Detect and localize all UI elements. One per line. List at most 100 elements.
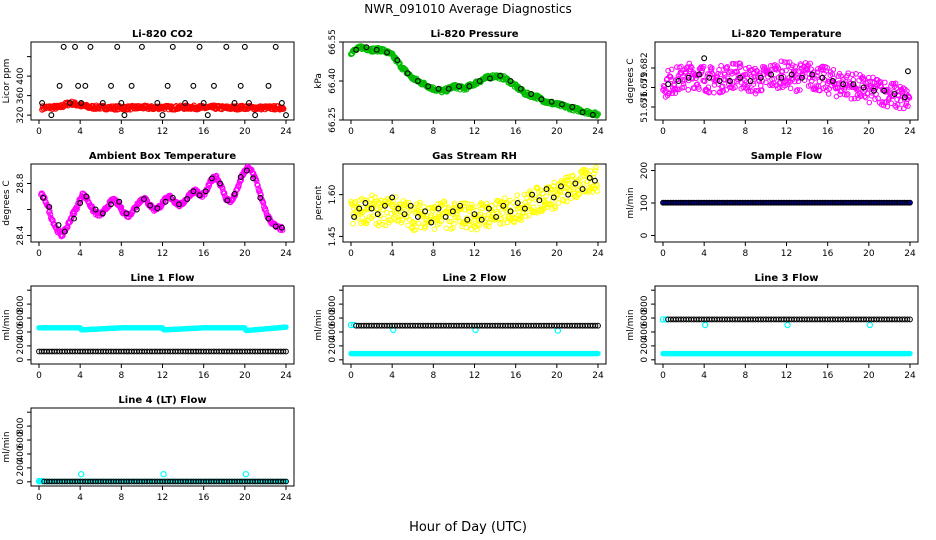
data-point — [458, 205, 465, 212]
data-point — [868, 92, 875, 99]
x-tick-label: 8 — [118, 371, 124, 381]
x-tick-label: 24 — [592, 249, 604, 259]
x-tick-label: 8 — [118, 493, 124, 503]
y-tick-label: 51.679 — [640, 71, 650, 103]
y-tick-label: 51.676 — [640, 91, 650, 123]
data-point — [554, 327, 562, 334]
y-tick-label: 66.40 — [328, 68, 338, 94]
data-point — [466, 83, 473, 90]
data-point — [904, 68, 911, 75]
data-point — [749, 87, 756, 93]
data-point — [701, 55, 708, 62]
data-point — [381, 215, 387, 222]
data-point — [732, 84, 738, 91]
series-2 — [353, 44, 596, 118]
data-point — [486, 219, 493, 226]
x-tick-label: 24 — [280, 371, 292, 381]
series-1 — [39, 98, 287, 113]
y-axis-label: kPa — [314, 73, 324, 89]
y-tick-label: 200 — [328, 337, 338, 354]
data-point — [71, 215, 77, 222]
data-point — [708, 68, 715, 75]
data-point — [241, 43, 248, 50]
x-tick-label: 12 — [157, 371, 168, 381]
x-tick-label: 0 — [348, 127, 354, 137]
data-point — [683, 69, 689, 75]
x-tick-label: 0 — [660, 371, 666, 381]
data-point — [591, 177, 598, 184]
x-tick-label: 12 — [157, 127, 168, 137]
data-point — [552, 205, 559, 211]
x-tick-label: 12 — [157, 249, 168, 259]
marks-group — [348, 164, 601, 233]
data-point — [685, 74, 692, 81]
data-point — [747, 78, 754, 84]
data-point — [829, 78, 836, 84]
data-point — [39, 99, 46, 106]
x-tick-label: 20 — [239, 249, 251, 259]
data-point — [877, 82, 883, 89]
data-point — [47, 211, 54, 218]
data-point — [431, 215, 437, 222]
data-point — [169, 194, 176, 201]
data-point — [783, 67, 789, 74]
data-point — [787, 85, 794, 92]
data-point — [507, 78, 514, 84]
data-point — [441, 201, 448, 207]
data-point — [356, 205, 363, 212]
panel-6: Sample Flow ml/min 0 4 8 12 16 20 24 0 100 200 — [626, 151, 919, 259]
data-point — [665, 81, 672, 88]
data-point — [357, 208, 364, 215]
data-point — [382, 222, 389, 229]
data-point — [280, 348, 287, 355]
data-point — [818, 66, 824, 73]
data-point — [266, 214, 273, 221]
panel-title: Li-820 Pressure — [430, 29, 518, 40]
data-point — [414, 78, 421, 84]
x-tick-label: 8 — [742, 371, 748, 381]
panel-title: Line 4 (LT) Flow — [118, 395, 206, 406]
data-point — [736, 64, 743, 71]
data-point — [221, 190, 228, 197]
data-point — [66, 99, 73, 106]
data-point — [904, 199, 911, 206]
data-point — [567, 187, 574, 194]
data-point — [280, 105, 287, 112]
data-point — [414, 213, 421, 220]
data-point — [154, 205, 161, 212]
data-point — [751, 73, 758, 80]
y-axis-label: degrees C — [2, 180, 12, 225]
data-point — [500, 202, 507, 209]
data-point — [592, 167, 599, 174]
y-axis-label: ml/min — [2, 309, 12, 340]
marks-group — [347, 321, 601, 357]
data-point — [133, 206, 140, 213]
data-point — [737, 60, 743, 67]
data-point — [123, 210, 130, 217]
panel-title: Sample Flow — [751, 151, 823, 162]
data-point — [415, 208, 421, 214]
data-point — [844, 91, 851, 97]
data-point — [720, 88, 727, 94]
data-point — [425, 83, 432, 90]
data-point — [470, 204, 476, 211]
data-point — [576, 191, 583, 197]
data-point — [675, 78, 682, 84]
data-point — [257, 192, 264, 198]
data-point — [265, 215, 272, 222]
x-tick-label: 24 — [280, 493, 292, 503]
x-tick-label: 16 — [510, 127, 522, 137]
y-tick-label: 200 — [640, 162, 650, 179]
data-point — [265, 82, 272, 89]
x-tick-label: 16 — [822, 127, 834, 137]
data-point — [734, 69, 740, 75]
data-point — [476, 78, 483, 84]
x-tick-label: 12 — [469, 249, 480, 259]
data-point — [799, 72, 805, 79]
data-point — [217, 180, 224, 187]
y-tick-label: 1.45 — [328, 226, 338, 246]
series-2 — [665, 55, 911, 101]
data-point — [686, 60, 693, 67]
data-point — [435, 205, 442, 212]
